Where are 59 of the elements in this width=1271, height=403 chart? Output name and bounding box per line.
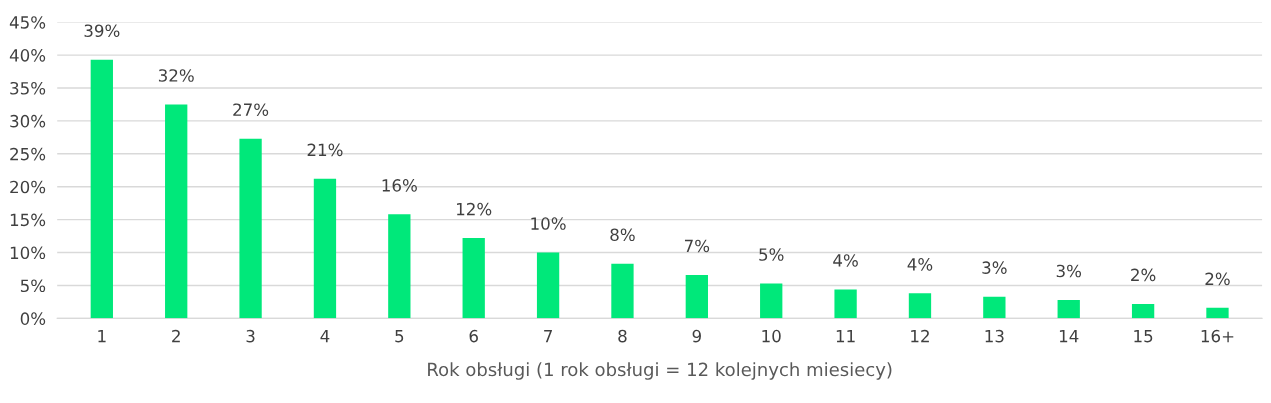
bar bbox=[90, 59, 113, 319]
data-label: 7% bbox=[684, 239, 710, 253]
data-label: 10% bbox=[531, 217, 566, 230]
bar bbox=[1057, 299, 1080, 319]
bar bbox=[1206, 307, 1229, 319]
data-label: 32% bbox=[158, 69, 194, 82]
data-label: 8% bbox=[610, 228, 635, 242]
x-tick-label: 6 bbox=[469, 329, 478, 343]
y-tick-label: 30% bbox=[10, 114, 46, 128]
bar bbox=[685, 274, 708, 319]
data-label: 5% bbox=[759, 248, 784, 261]
data-label: 4% bbox=[833, 254, 858, 267]
bar bbox=[1131, 303, 1155, 319]
x-tick-label: 1 bbox=[98, 329, 106, 343]
data-label: 3% bbox=[1056, 264, 1082, 278]
data-label: 12% bbox=[457, 202, 492, 216]
data-label: 3% bbox=[982, 261, 1007, 274]
x-tick-label: 11 bbox=[836, 329, 855, 343]
y-tick-label: 10% bbox=[10, 246, 46, 260]
x-tick-label: 10 bbox=[762, 329, 781, 343]
x-tick-label: 15 bbox=[1134, 329, 1153, 343]
x-tick-label: 8 bbox=[618, 329, 627, 343]
bar bbox=[462, 238, 485, 319]
y-tick-label: 0% bbox=[20, 312, 46, 325]
data-label: 2% bbox=[1131, 268, 1156, 282]
y-tick-label: 5% bbox=[20, 279, 46, 293]
x-tick-label: 14 bbox=[1059, 329, 1079, 343]
x-tick-label: 3 bbox=[246, 329, 255, 343]
data-label: 21% bbox=[307, 143, 343, 157]
x-tick-label: 5 bbox=[395, 329, 404, 343]
bar bbox=[313, 178, 337, 319]
x-tick-label: 13 bbox=[985, 329, 1004, 343]
data-label: 4% bbox=[907, 258, 933, 271]
bar bbox=[239, 138, 262, 319]
x-tick-label: 2 bbox=[172, 329, 180, 343]
bar bbox=[983, 296, 1006, 319]
y-tick-label: 15% bbox=[10, 213, 46, 227]
x-axis-title: Rok obsługi (1 rok obsługi = 12 kolejnych miesiecy) bbox=[428, 362, 892, 380]
bar bbox=[760, 283, 783, 319]
bar bbox=[536, 252, 560, 319]
y-tick-label: 25% bbox=[10, 147, 46, 161]
bar bbox=[834, 289, 857, 319]
data-label: 27% bbox=[233, 103, 269, 116]
x-tick-label: 12 bbox=[911, 329, 929, 343]
data-label: 16% bbox=[382, 179, 417, 192]
bar bbox=[388, 214, 411, 319]
x-tick-label: 4 bbox=[320, 329, 330, 343]
data-label: 2% bbox=[1205, 272, 1230, 286]
data-label: 39% bbox=[84, 24, 120, 38]
bar bbox=[611, 263, 634, 319]
x-tick-label: 7 bbox=[544, 329, 552, 343]
x-tick-label: 16+ bbox=[1201, 329, 1234, 343]
bar bbox=[165, 104, 188, 319]
y-tick-label: 20% bbox=[10, 180, 46, 194]
y-tick-label: 40% bbox=[9, 49, 46, 62]
bar bbox=[908, 293, 932, 319]
y-tick-label: 35% bbox=[10, 81, 46, 95]
y-tick-label: 45% bbox=[9, 16, 46, 29]
x-tick-label: 9 bbox=[692, 329, 701, 343]
